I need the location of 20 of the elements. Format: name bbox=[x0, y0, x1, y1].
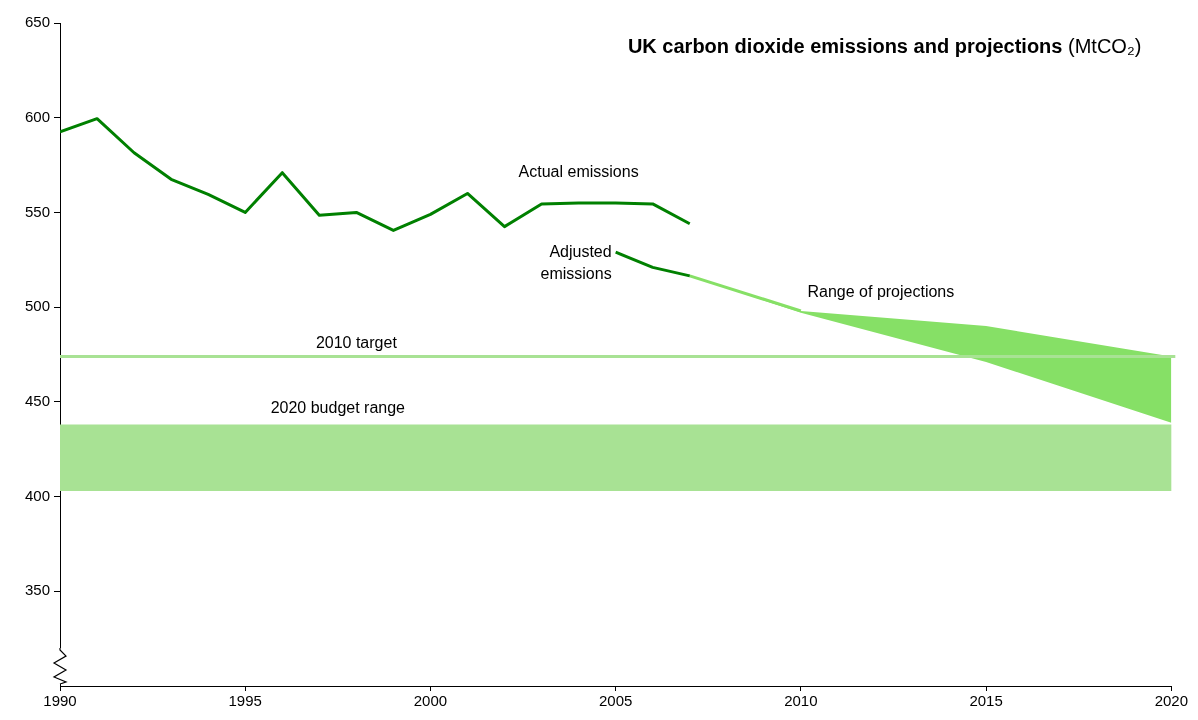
x-tick-label: 2005 bbox=[598, 692, 633, 710]
y-tick-label: 400 bbox=[24, 486, 50, 504]
series-label: Range of projections bbox=[807, 283, 955, 301]
ref-line-label: 2010 target bbox=[315, 333, 398, 351]
x-tick-label: 2000 bbox=[413, 692, 448, 710]
band-label: 2020 budget range bbox=[270, 398, 406, 416]
series-label: Adjusted emissions bbox=[540, 242, 612, 282]
x-tick-label: 1990 bbox=[43, 692, 77, 710]
y-tick-label: 500 bbox=[24, 297, 50, 315]
series-label: Actual emissions bbox=[518, 163, 639, 181]
y-tick-label: 450 bbox=[24, 392, 50, 409]
y-tick-label: 600 bbox=[24, 107, 50, 125]
text: UK carbon dioxide emissions and projections (MtCO₂) bbox=[627, 35, 1142, 57]
y-tick-label: 350 bbox=[24, 581, 50, 599]
x-tick-label: 2010 bbox=[784, 692, 818, 710]
y-tick-label: 650 bbox=[24, 13, 50, 31]
x-tick-label: 2015 bbox=[969, 692, 1003, 710]
y-tick-label: 550 bbox=[24, 202, 50, 220]
x-tick-label: 1995 bbox=[228, 692, 262, 710]
x-tick-label: 2020 bbox=[1154, 692, 1188, 710]
